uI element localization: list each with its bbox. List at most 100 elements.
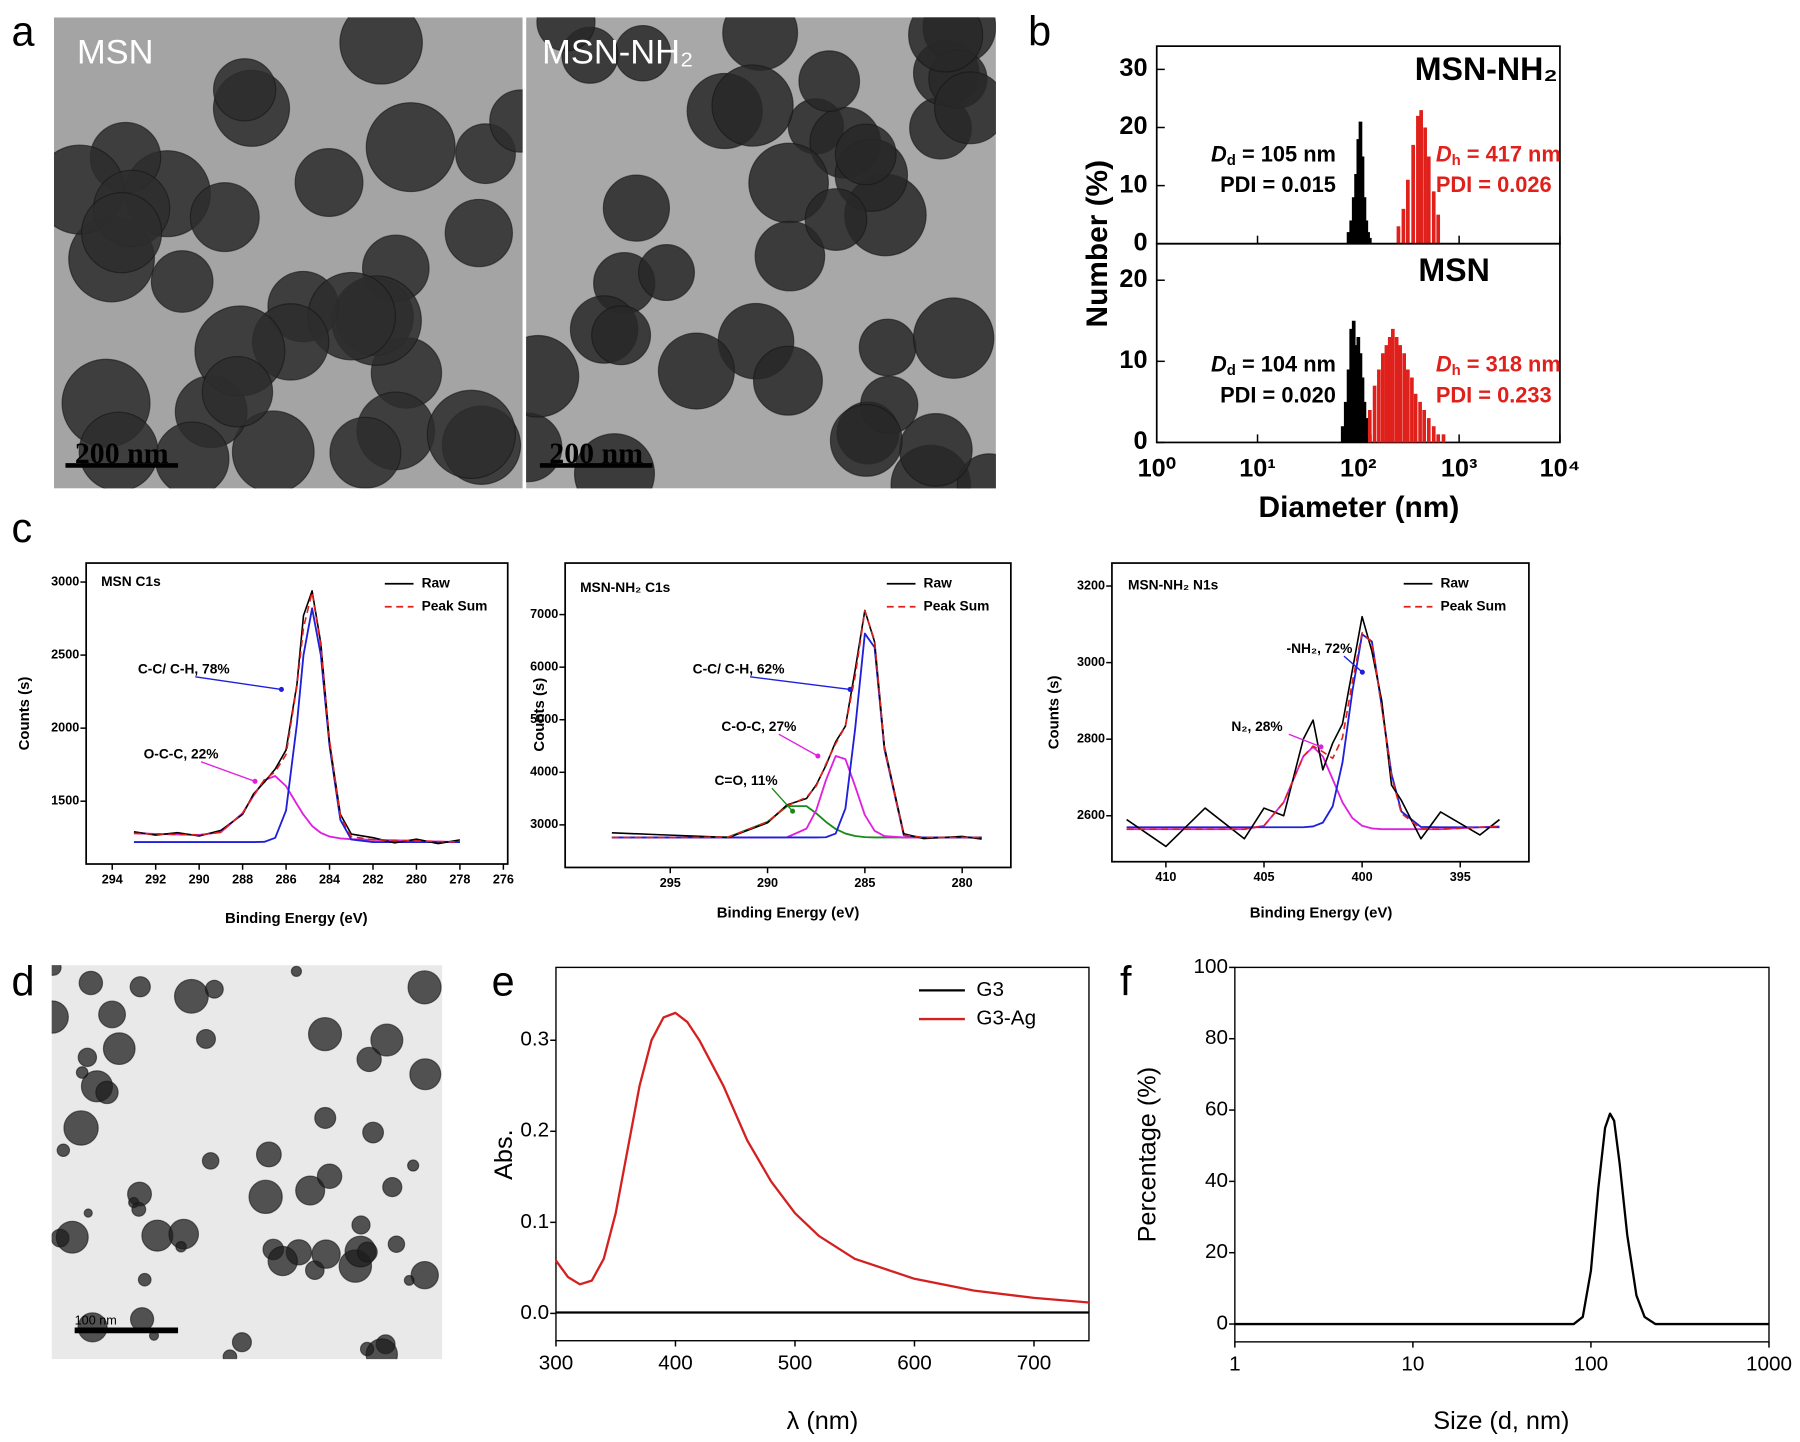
arrow-head [1318,744,1324,750]
y-axis-label: Counts (s) [531,678,548,752]
y-tick-label: 3000 [530,817,558,831]
particle [365,102,456,193]
particle [201,355,274,428]
particle [231,410,315,489]
particle [195,1028,216,1049]
x-tick-label: 292 [145,872,166,886]
series-line [1126,631,1500,831]
particle [98,1000,127,1029]
particle [329,416,402,489]
particle [752,345,823,416]
particle [55,1220,89,1254]
chart: 0 10 20 30 MSN-NH₂ Dd = 105 nm PDI = 0.015 Dh =… [1119,45,1561,256]
y-tick-label: 1500 [51,794,79,808]
particle [267,1245,298,1277]
diameter-subscript: d [1227,152,1236,169]
annotation-arrow [778,733,819,757]
particle [591,305,652,366]
arrow-head [252,778,258,784]
panel-label: a [11,9,34,55]
diameter-value: = 318 nm [1461,351,1561,376]
particle [129,1307,155,1332]
particle [426,389,517,479]
scale-bar-label: 200 nm [75,437,169,470]
x-tick-label: 395 [1450,870,1471,884]
particle [370,1023,404,1057]
particle [489,89,523,153]
annotation: C-O-C, 27% [721,719,796,734]
diameter-symbol: D [1211,351,1227,376]
particle [129,976,151,998]
panel-label: f [1120,959,1132,1005]
particle [657,332,735,410]
x-tick-label: 10¹ [1239,454,1276,482]
y-tick-label: 3000 [51,574,79,588]
x-tick-label: 280 [952,876,973,890]
series-line [611,610,982,839]
particle [908,17,984,73]
arrow-head [815,753,821,759]
y-tick-label: 10 [1119,170,1147,198]
x-tick-label: 500 [778,1351,812,1374]
particle [51,1000,69,1034]
y-tick-label: 3000 [1077,655,1105,669]
particle [131,1201,147,1217]
x-tick-label: 100 [1574,1353,1608,1376]
chart: 10⁰ 10¹ 10² 10³ 10⁴ 0 10 20 MSN Diameter (nm) Numb… [1081,160,1580,524]
particle [290,965,303,978]
arrow-head [1359,669,1365,675]
annotation: C-C/ C-H, 78% [138,662,230,677]
y-tick-label: 2000 [51,720,79,734]
particle [77,1312,108,1343]
y-tick-label: 0.0 [520,1301,549,1324]
particle [365,1338,398,1360]
particle [307,1017,343,1052]
x-tick-label: 288 [232,872,253,886]
x-tick-label: 10⁰ [1138,454,1176,482]
panel-label: d [11,959,34,1005]
particle [602,174,671,242]
y-tick-label: 0.2 [520,1119,549,1142]
x-tick-label: 1 [1229,1353,1240,1376]
particle [56,1143,71,1157]
x-tick-label: 300 [539,1351,573,1374]
particle [80,192,163,274]
particle [754,220,826,292]
x-tick-label: 285 [854,876,875,890]
particle [526,334,580,418]
legend-label: G3 [976,978,1004,1001]
diameter-label: Dd = 105 nm [1211,141,1336,169]
y-tick-label: 0 [1133,427,1147,455]
plot-frame [1111,562,1530,863]
y-tick-label: 2500 [51,647,79,661]
particle [834,123,897,186]
scale-bar-label: 100 nm [75,1314,117,1328]
y-tick-label: 20 [1119,112,1147,140]
particle [444,198,514,268]
particle [410,1260,439,1290]
x-tick-label: 282 [362,872,383,886]
particle [83,1208,93,1218]
legend-label: Raw [924,575,953,590]
particle [314,1106,337,1130]
x-axis-label: Binding Energy (eV) [717,904,860,921]
particle [933,71,996,145]
annotation-arrow [1343,655,1363,673]
arrow-head [790,808,796,814]
x-tick-label: 405 [1253,870,1274,884]
panel-label: e [492,959,515,1005]
panel-label: c [11,505,32,551]
y-tick-label: 60 [1205,1098,1228,1121]
x-axis-label: Binding Energy (eV) [225,910,368,927]
annotation: C-C/ C-H, 62% [693,662,785,677]
annotation: O-C-C, 22% [144,747,219,762]
particle [339,17,423,85]
y-tick-label: 2800 [1077,732,1105,746]
legend-label: Peak Sum [1440,598,1506,613]
x-tick-label: 290 [757,876,778,890]
y-tick-label: 0 [1216,1311,1228,1334]
legend-label: G3-Ag [976,1007,1036,1030]
y-axis-label: Counts (s) [16,677,33,751]
x-axis-label: Size (d, nm) [1433,1407,1569,1435]
